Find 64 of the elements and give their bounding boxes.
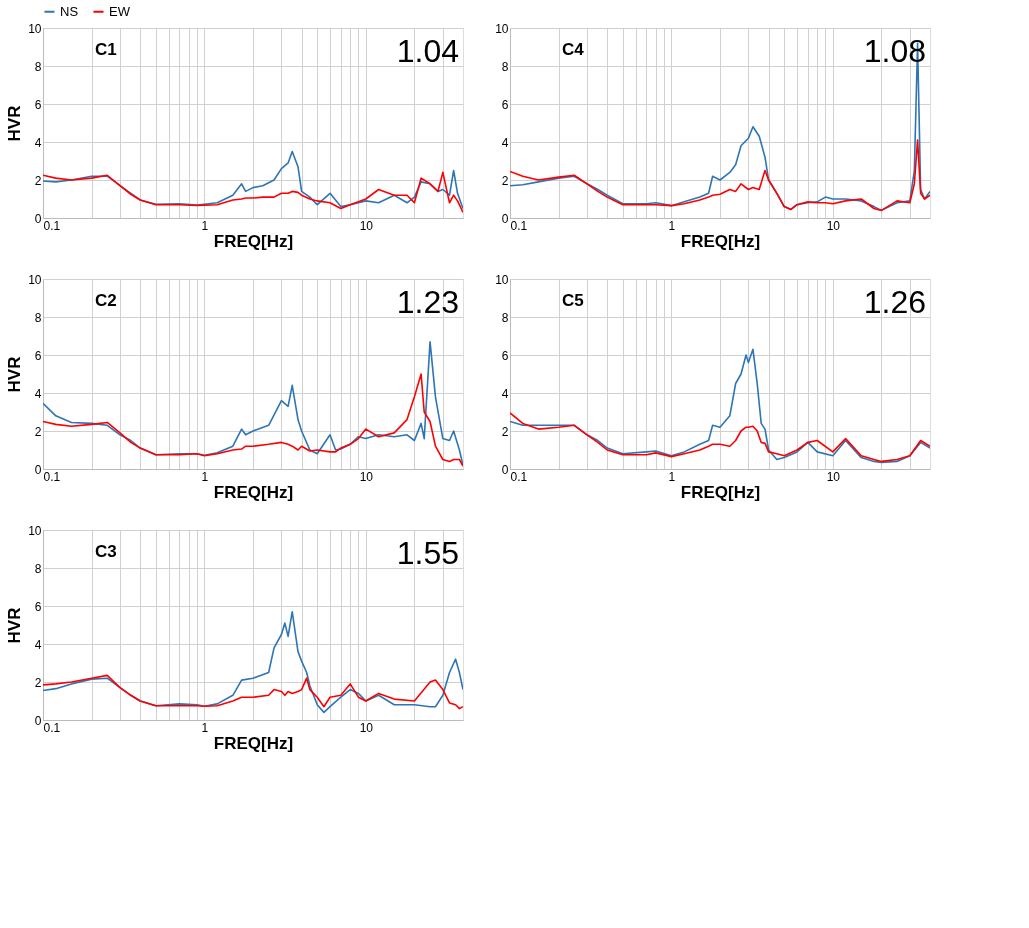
y-tick-label: 6	[501, 348, 509, 363]
y-tick-label: 2	[501, 173, 509, 188]
y-tick-label: 8	[34, 561, 42, 576]
text: C1	[95, 40, 117, 59]
x-tick-label: 10	[826, 469, 841, 484]
x-axis-title: FREQ[Hz]	[680, 231, 761, 251]
x-axis-title: FREQ[Hz]	[213, 482, 294, 502]
annotation: 1.23	[396, 284, 459, 320]
annotation: 1.04	[396, 33, 459, 69]
x-tick-label: 1	[668, 469, 676, 484]
x-tick-label: 0.1	[510, 218, 528, 233]
y-tick-label: 8	[34, 59, 42, 74]
y-tick-label: 6	[501, 97, 509, 112]
y-tick-label: 4	[34, 386, 42, 401]
y-tick-label: 8	[34, 310, 42, 325]
y-tick-label: 2	[34, 675, 42, 690]
y-tick-label: 0	[34, 713, 42, 728]
y-tick-label: 10	[495, 272, 509, 287]
y-tick-label: 10	[495, 21, 509, 36]
y-tick-label: 6	[34, 348, 42, 363]
x-tick-label: 1	[201, 218, 209, 233]
y-tick-label: 6	[34, 97, 42, 112]
annotation: 1.55	[396, 535, 459, 571]
y-tick-label: 4	[501, 386, 509, 401]
y-tick-label: 0	[34, 462, 42, 477]
x-tick-label: 0.1	[43, 218, 61, 233]
y-tick-label: 10	[28, 21, 42, 36]
x-axis-title: FREQ[Hz]	[213, 733, 294, 753]
y-axis-title: HVR	[5, 607, 25, 644]
x-tick-label: 1	[201, 720, 209, 735]
y-tick-label: 10	[28, 523, 42, 538]
text: C4	[562, 40, 585, 59]
x-tick-label: 0.1	[510, 469, 528, 484]
x-tick-label: 10	[359, 720, 374, 735]
x-tick-label: 0.1	[43, 720, 61, 735]
y-tick-label: 2	[501, 424, 509, 439]
x-axis-title: FREQ[Hz]	[213, 231, 294, 251]
legend-label: NS	[60, 3, 79, 19]
x-tick-label: 10	[359, 218, 374, 233]
text: C5	[562, 291, 584, 310]
y-tick-label: 8	[501, 310, 509, 325]
text: C2	[95, 291, 117, 310]
y-tick-label: 2	[34, 424, 42, 439]
y-tick-label: 10	[28, 272, 42, 287]
y-axis-title: HVR	[5, 356, 25, 393]
y-tick-label: 0	[501, 462, 509, 477]
y-tick-label: 4	[34, 637, 42, 652]
text: C3	[95, 542, 117, 561]
y-tick-label: 0	[501, 211, 509, 226]
x-tick-label: 1	[668, 218, 676, 233]
y-tick-label: 4	[34, 135, 42, 150]
x-axis-title: FREQ[Hz]	[680, 482, 761, 502]
y-tick-label: 0	[34, 211, 42, 226]
y-axis-title: HVR	[5, 105, 25, 142]
y-tick-label: 4	[501, 135, 509, 150]
annotation: 1.26	[863, 284, 926, 320]
y-tick-label: 2	[34, 173, 42, 188]
x-tick-label: 10	[826, 218, 841, 233]
x-tick-label: 1	[201, 469, 209, 484]
legend-label: EW	[109, 3, 131, 19]
x-tick-label: 10	[359, 469, 374, 484]
x-tick-label: 0.1	[43, 469, 61, 484]
y-tick-label: 6	[34, 599, 42, 614]
y-tick-label: 8	[501, 59, 509, 74]
